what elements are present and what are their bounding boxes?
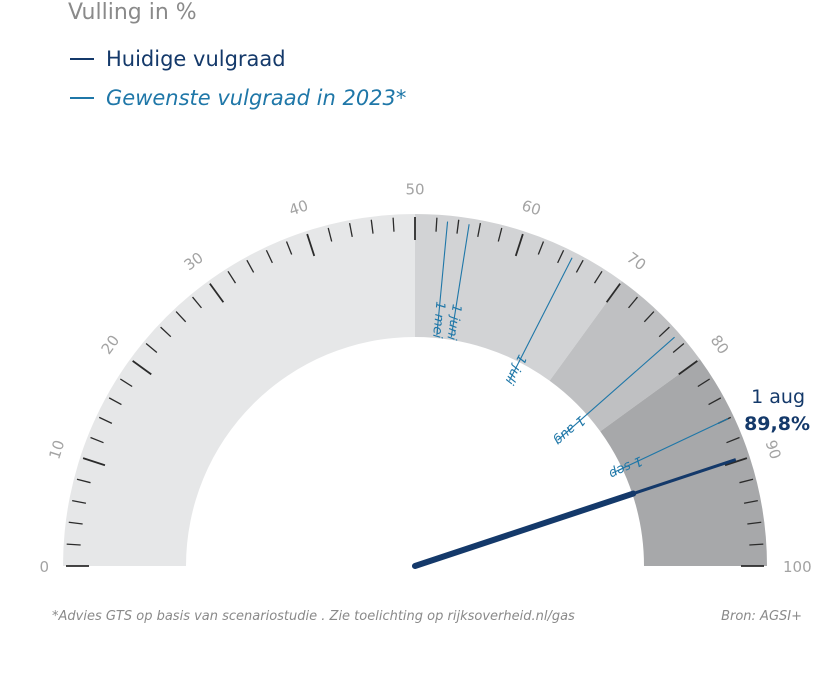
target-label-2: 1 juli <box>501 352 529 387</box>
minor-tick <box>672 343 685 353</box>
minor-tick <box>145 343 158 353</box>
legend-label-current: Huidige vulgraad <box>106 47 286 71</box>
minor-tick <box>160 326 172 338</box>
minor-tick <box>435 217 438 232</box>
minor-tick <box>392 217 395 232</box>
minor-tick <box>697 378 711 388</box>
target-label-1: 1 juni <box>443 303 464 341</box>
major-tick <box>209 283 225 303</box>
minor-tick <box>370 219 374 234</box>
tick-label: 60 <box>519 196 543 219</box>
minor-tick <box>108 397 122 406</box>
legend-label-target: Gewenste vulgraad in 2023* <box>106 86 407 110</box>
minor-tick <box>90 436 104 444</box>
minor-tick <box>658 326 670 338</box>
major-tick <box>306 233 316 257</box>
tick-label: 80 <box>707 332 733 358</box>
minor-tick <box>497 227 503 242</box>
minor-tick <box>708 397 722 406</box>
tick-label: 100 <box>783 558 812 576</box>
target-line-4 <box>612 418 729 474</box>
tick-label: 40 <box>287 196 311 219</box>
target-line-2 <box>508 257 573 381</box>
minor-tick <box>119 378 133 388</box>
current-value-label: 89,8% <box>744 413 810 435</box>
major-tick <box>82 457 106 467</box>
target-label-0: 1 mei <box>429 301 447 339</box>
minor-tick <box>348 223 353 238</box>
minor-tick <box>743 499 758 504</box>
target-label-3: 1 aug <box>550 412 588 448</box>
minor-tick <box>628 296 638 309</box>
target-line-3 <box>557 336 675 441</box>
minor-tick <box>593 270 603 284</box>
gauge-band-1 <box>415 214 622 381</box>
tick-label: 30 <box>181 249 207 275</box>
minor-tick <box>265 249 273 264</box>
gauge-band-2 <box>549 281 700 432</box>
minor-tick <box>227 270 237 284</box>
current-date-label: 1 aug <box>751 386 805 408</box>
minor-tick <box>76 478 91 484</box>
minor-tick <box>246 259 255 273</box>
minor-tick <box>575 259 584 273</box>
major-tick <box>724 457 748 467</box>
legend-item-target: Gewenste vulgraad in 2023* <box>70 86 406 110</box>
minor-tick <box>192 296 202 309</box>
target-line-0 <box>436 221 449 336</box>
tick-label: 10 <box>45 438 68 462</box>
gauge-band-3 <box>600 359 767 566</box>
minor-tick <box>175 311 187 323</box>
minor-tick <box>68 521 83 525</box>
gauge-band-0 <box>63 214 415 566</box>
legend-item-current: Huidige vulgraad <box>70 47 286 71</box>
minor-tick <box>477 223 482 238</box>
minor-tick <box>557 249 565 264</box>
legend-swatch-target <box>70 96 94 100</box>
tick-label: 50 <box>405 181 424 199</box>
major-tick <box>132 360 152 376</box>
minor-tick <box>726 436 740 444</box>
tick-label: 0 <box>39 558 49 576</box>
legend-swatch-current <box>70 57 94 61</box>
tick-label: 20 <box>98 332 124 358</box>
minor-tick <box>643 311 655 323</box>
major-tick <box>605 283 621 303</box>
minor-tick <box>739 478 754 484</box>
chart-title: Vulling in % <box>68 0 197 25</box>
minor-tick <box>66 543 81 546</box>
source-label: Bron: AGSI+ <box>721 609 802 624</box>
minor-tick <box>72 499 87 504</box>
minor-tick <box>537 241 545 255</box>
target-line-1 <box>450 224 470 337</box>
minor-tick <box>747 521 762 525</box>
needle-body <box>412 490 637 569</box>
minor-tick <box>327 227 333 242</box>
minor-tick <box>285 241 293 255</box>
minor-tick <box>456 219 460 234</box>
major-tick <box>678 360 698 376</box>
minor-tick <box>749 543 764 546</box>
tick-label: 70 <box>623 249 649 275</box>
footnote: *Advies GTS op basis van scenariostudie … <box>52 609 575 624</box>
major-tick <box>514 233 524 257</box>
tick-label: 90 <box>762 438 785 462</box>
minor-tick <box>98 416 113 424</box>
